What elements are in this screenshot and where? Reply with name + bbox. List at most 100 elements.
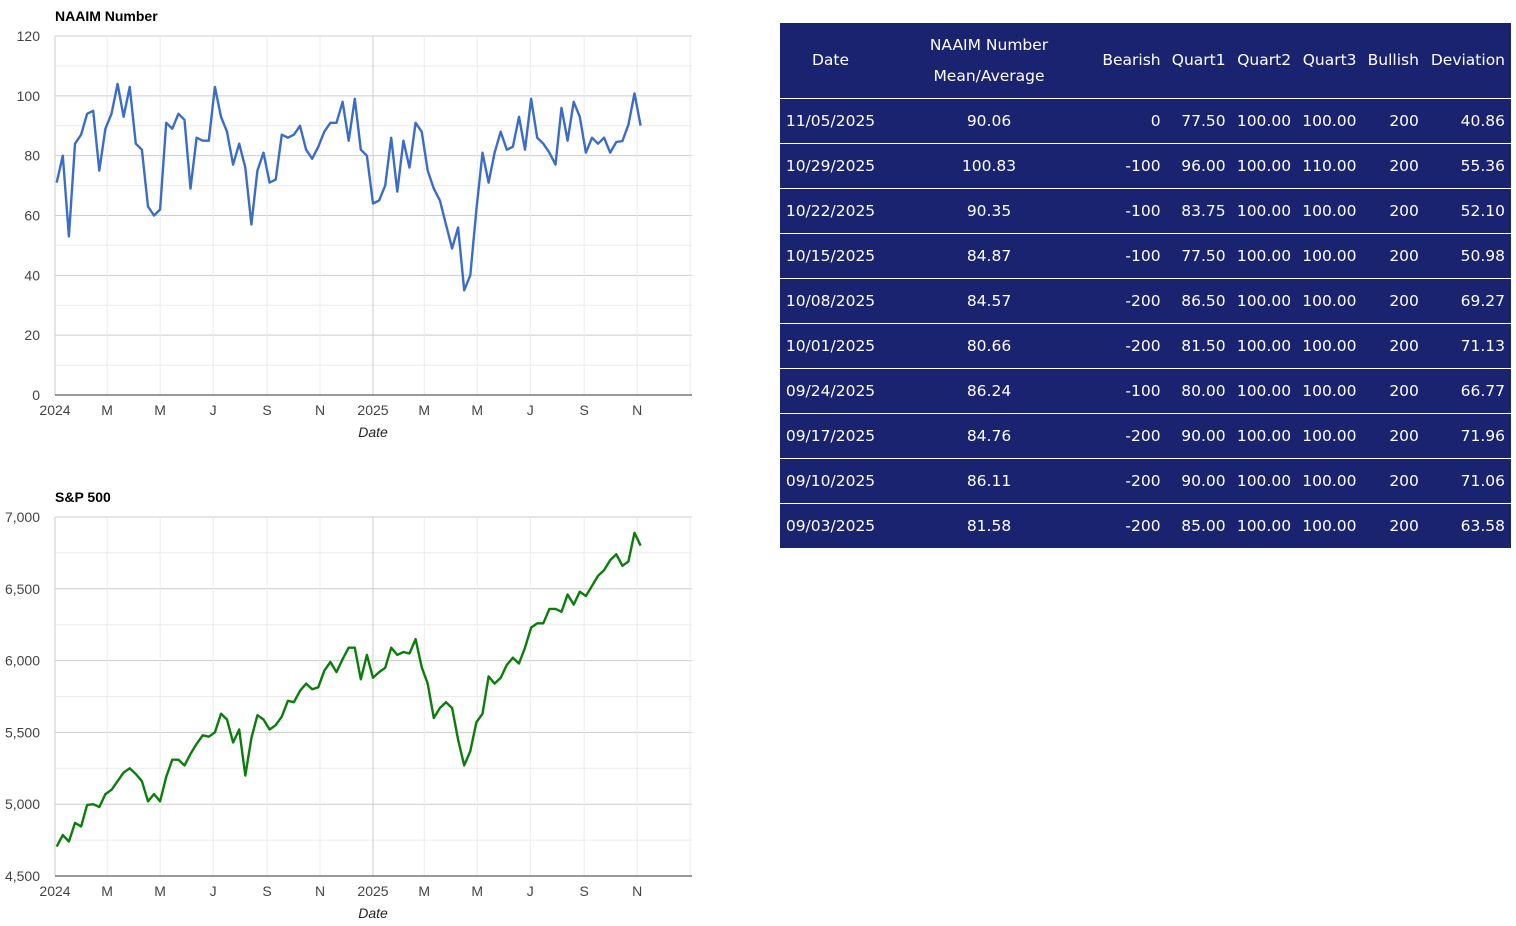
x-tick-label: M (418, 883, 430, 899)
cell-quart2: 100.00 (1231, 503, 1298, 548)
cell-bearish: -200 (1097, 503, 1167, 548)
cell-quart2: 100.00 (1231, 458, 1298, 504)
cell-mean: 84.87 (881, 233, 1097, 279)
y-tick-label: 7,000 (5, 509, 40, 525)
cell-quart1: 90.00 (1166, 458, 1232, 504)
cell-quart2: 100.00 (1231, 278, 1298, 324)
header-date: Date (811, 51, 850, 69)
table-row: 09/24/2025 86.24 -100 80.00 100.00 100.00 200 6… (780, 368, 1511, 414)
x-tick-label: J (527, 402, 534, 418)
cell-bullish: 200 (1362, 278, 1425, 324)
cell-deviation: 50.98 (1424, 233, 1511, 279)
x-axis-title: Date (358, 905, 388, 921)
header-quart3: Quart3 (1302, 51, 1357, 69)
x-axis-title: Date (358, 424, 388, 440)
cell-quart3: 100.00 (1297, 323, 1363, 369)
cell-deviation: 71.96 (1424, 413, 1511, 459)
cell-quart1: 90.00 (1166, 413, 1232, 459)
cell-bearish: -100 (1097, 233, 1167, 279)
x-tick-label: 2024 (39, 883, 70, 899)
y-tick-label: 6,500 (5, 581, 40, 597)
table-row: 10/29/2025 100.83 -100 96.00 100.00 110.00 200… (780, 143, 1511, 189)
cell-mean: 90.35 (881, 188, 1097, 234)
cell-deviation: 52.10 (1424, 188, 1511, 234)
cell-quart1: 96.00 (1166, 143, 1232, 189)
x-tick-label: J (210, 402, 217, 418)
table-row: 09/10/2025 86.11 -200 90.00 100.00 100.00 200 7… (780, 458, 1511, 504)
table-row: 10/22/2025 90.35 -100 83.75 100.00 100.00 200 5… (780, 188, 1511, 234)
cell-date: 09/10/2025 (780, 458, 881, 504)
cell-bullish: 200 (1362, 458, 1425, 504)
cell-date: 10/29/2025 (780, 143, 881, 189)
header-bullish: Bullish (1367, 51, 1419, 69)
cell-quart1: 81.50 (1166, 323, 1232, 369)
series-line (55, 531, 642, 848)
x-tick-label: 2025 (357, 883, 388, 899)
naaim-chart: NAAIM Number 0 20 40 60 80 100 120 2024 M M J S N 2025… (17, 8, 692, 440)
cell-bullish: 200 (1362, 503, 1425, 548)
cell-bullish: 200 (1362, 233, 1425, 279)
cell-bearish: -200 (1097, 458, 1167, 504)
cell-quart2: 100.00 (1231, 98, 1298, 144)
x-tick-label: M (154, 883, 166, 899)
x-tick-label: N (632, 883, 642, 899)
cell-date: 09/24/2025 (780, 368, 881, 414)
cell-bearish: 0 (1097, 98, 1167, 144)
x-tick-label: S (262, 883, 271, 899)
cell-mean: 81.58 (881, 503, 1097, 548)
y-tick-label: 4,500 (5, 868, 40, 884)
cell-quart3: 100.00 (1297, 458, 1363, 504)
cell-deviation: 66.77 (1424, 368, 1511, 414)
x-tick-label: 2024 (39, 402, 70, 418)
cell-quart3: 110.00 (1297, 143, 1363, 189)
cell-deviation: 71.13 (1424, 323, 1511, 369)
cell-quart3: 100.00 (1297, 503, 1363, 548)
y-tick-label: 20 (24, 327, 40, 343)
cell-quart3: 100.00 (1297, 188, 1363, 234)
x-tick-label: J (527, 883, 534, 899)
header-bearish: Bearish (1102, 51, 1161, 69)
cell-quart1: 83.75 (1166, 188, 1232, 234)
x-tick-label: 2025 (357, 402, 388, 418)
x-tick-label: M (154, 402, 166, 418)
table-header: Date NAAIM Number Mean/Average Bearish Q… (780, 23, 1511, 99)
y-tick-label: 60 (24, 208, 40, 224)
cell-quart2: 100.00 (1231, 233, 1298, 279)
x-tick-label: N (315, 402, 325, 418)
series-line (55, 82, 642, 292)
cell-quart1: 86.50 (1166, 278, 1232, 324)
y-tick-label: 100 (17, 88, 41, 104)
cell-date: 09/03/2025 (780, 503, 881, 548)
cell-mean: 84.76 (881, 413, 1097, 459)
cell-date: 09/17/2025 (780, 413, 881, 459)
cell-bearish: -100 (1097, 368, 1167, 414)
table-row: 10/08/2025 84.57 -200 86.50 100.00 100.00 200 6… (780, 278, 1511, 324)
cell-quart2: 100.00 (1231, 323, 1298, 369)
y-tick-label: 80 (24, 148, 40, 164)
cell-deviation: 69.27 (1424, 278, 1511, 324)
cell-date: 10/01/2025 (780, 323, 881, 369)
x-tick-label: J (210, 883, 217, 899)
cell-mean: 80.66 (881, 323, 1097, 369)
cell-date: 10/22/2025 (780, 188, 881, 234)
x-tick-label: N (632, 402, 642, 418)
y-tick-label: 5,000 (5, 796, 40, 812)
cell-mean: 100.83 (881, 143, 1097, 189)
cell-bullish: 200 (1362, 188, 1425, 234)
cell-quart2: 100.00 (1231, 368, 1298, 414)
cell-deviation: 63.58 (1424, 503, 1511, 548)
y-tick-label: 40 (24, 267, 40, 283)
y-tick-label: 0 (32, 387, 40, 403)
cell-date: 11/05/2025 (780, 98, 881, 144)
sp500-chart: S&P 500 4,500 5,000 5,500 6,000 6,500 7,000 202… (5, 489, 692, 921)
table-row: 11/05/2025 90.06 0 77.50 100.00 100.00 200 40.8… (780, 98, 1511, 144)
x-tick-label: N (315, 883, 325, 899)
y-tick-label: 5,500 (5, 724, 40, 740)
naaim-table: Date NAAIM Number Mean/Average Bearish Q… (780, 23, 1511, 548)
x-tick-label: M (101, 402, 113, 418)
cell-bullish: 200 (1362, 323, 1425, 369)
cell-mean: 86.11 (881, 458, 1097, 504)
cell-quart1: 77.50 (1166, 233, 1232, 279)
cell-bearish: -200 (1097, 323, 1167, 369)
cell-deviation: 55.36 (1424, 143, 1511, 189)
